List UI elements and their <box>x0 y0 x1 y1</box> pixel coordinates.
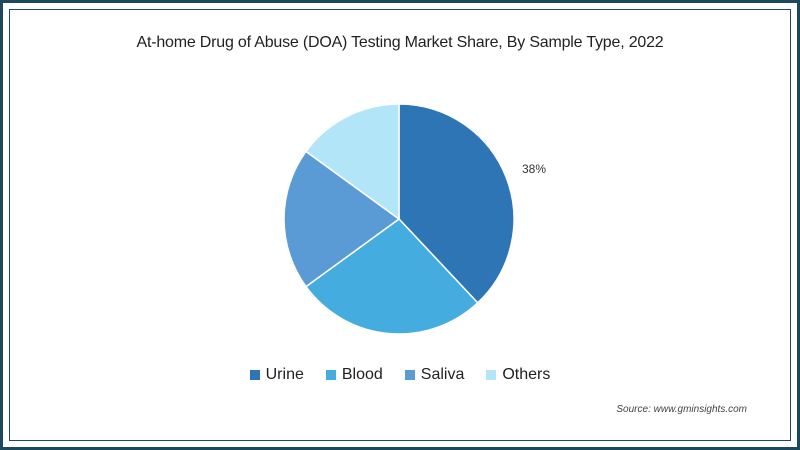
legend-item-others: Others <box>486 366 550 384</box>
urine-data-label: 38% <box>522 162 547 176</box>
pie-slice-others <box>304 103 400 221</box>
chart-title: At-home Drug of Abuse (DOA) Testing Mark… <box>136 34 664 51</box>
legend-label: Blood <box>341 366 383 383</box>
inner-border <box>9 9 791 441</box>
legend-item-saliva: Saliva <box>404 366 465 384</box>
legend-swatch-urine <box>249 370 260 380</box>
legend-label: Others <box>502 366 551 383</box>
legend-swatch-saliva <box>404 370 415 380</box>
source-note: Source: www.gminsights.com <box>616 404 747 415</box>
legend-item-blood: Blood <box>325 366 383 384</box>
legend-label: Urine <box>265 366 304 383</box>
legend-swatch-others <box>486 370 497 380</box>
legend-label: Saliva <box>420 366 465 383</box>
pie-slice-saliva <box>283 150 401 288</box>
legend-item-urine: Urine <box>249 366 304 384</box>
legend-swatch-blood <box>325 370 336 380</box>
legend: Urine Blood Saliva Others <box>0 366 800 384</box>
pie-slice-blood <box>304 218 479 335</box>
pie-slice-urine <box>398 103 515 304</box>
